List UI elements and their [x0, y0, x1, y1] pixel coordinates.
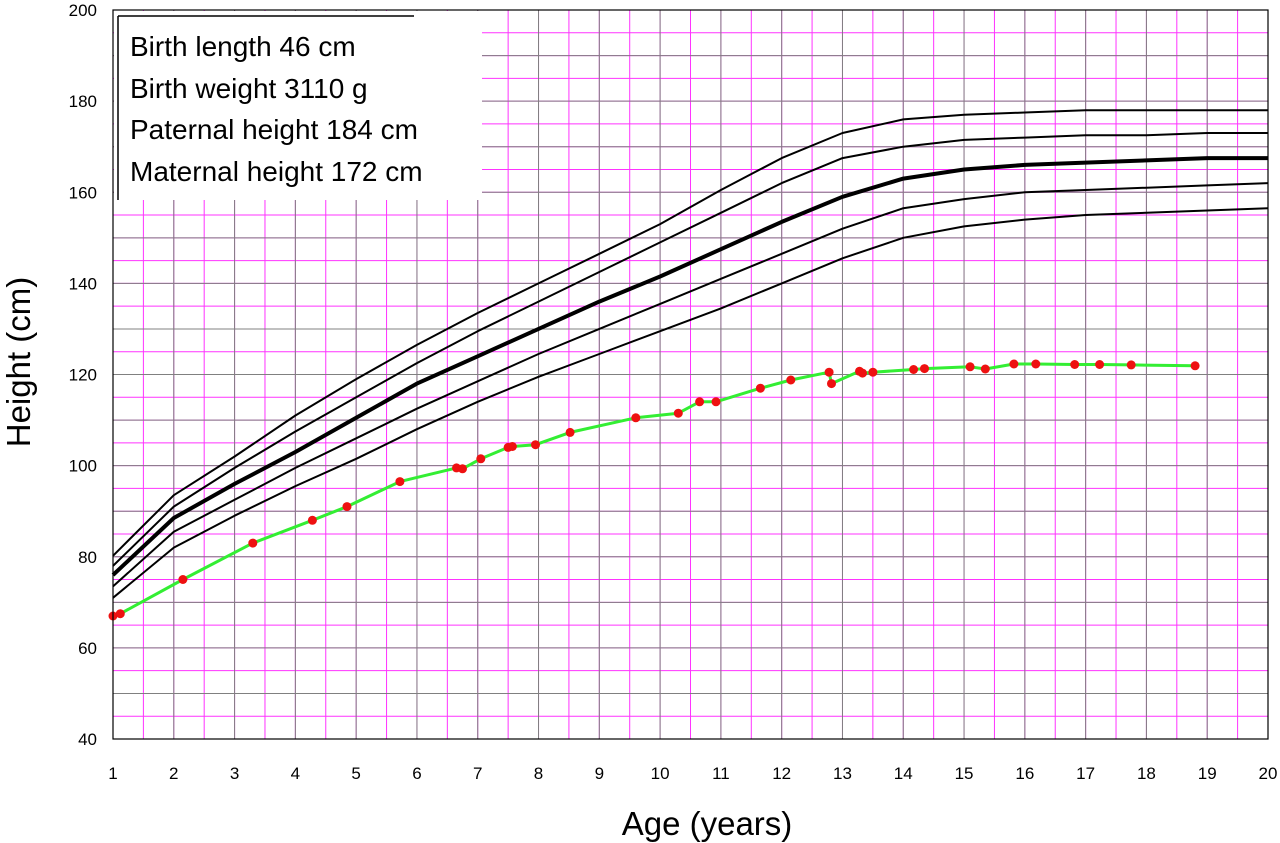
patient-height-point	[342, 502, 352, 512]
y-tick-label: 80	[78, 548, 97, 567]
x-tick-label: 15	[955, 764, 974, 783]
y-tick-label: 200	[69, 1, 97, 20]
x-tick-label: 6	[412, 764, 421, 783]
x-axis-ticks: 1 2 3 4 5 6 7 8 9 10 11 12 13 14 15 16 17 18 19 20	[108, 764, 1277, 783]
patient-series	[108, 359, 1200, 621]
reference-curve-5	[112, 207, 1269, 599]
x-tick-label: 14	[894, 764, 913, 783]
patient-height-point	[868, 367, 878, 377]
patient-height-point	[920, 364, 929, 374]
patient-height-point	[531, 440, 540, 450]
patient-height-point	[115, 609, 125, 619]
y-tick-label: 140	[69, 274, 97, 293]
x-tick-label: 3	[230, 764, 239, 783]
x-tick-label: 12	[772, 764, 791, 783]
x-axis-title: Age (years)	[622, 805, 793, 842]
info-line-maternal-height: Maternal height 172 cm	[130, 156, 423, 187]
patient-height-point	[1095, 360, 1105, 369]
patient-height-point	[458, 464, 467, 474]
reference-curve-2	[112, 132, 1268, 567]
x-tick-label: 13	[833, 764, 852, 783]
plot-border	[112, 9, 1269, 740]
y-tick-label: 160	[69, 183, 97, 202]
x-tick-label: 17	[1076, 764, 1095, 783]
patient-height-point	[1031, 359, 1041, 369]
info-line-birth-length: Birth length 46 cm	[130, 31, 356, 62]
y-tick-label: 120	[69, 366, 97, 385]
info-line-paternal-height: Paternal height 184 cm	[130, 114, 418, 145]
x-tick-label: 20	[1259, 764, 1278, 783]
y-tick-label: 180	[69, 92, 97, 111]
x-tick-label: 1	[108, 764, 117, 783]
x-tick-label: 9	[595, 764, 604, 783]
patient-height-point	[565, 427, 575, 437]
y-axis-title: Height (cm)	[0, 277, 37, 448]
patient-height-point	[1126, 360, 1136, 370]
y-tick-label: 100	[69, 457, 97, 476]
patient-height-point	[178, 575, 188, 584]
x-tick-label: 11	[712, 764, 730, 783]
patient-height-point	[755, 383, 765, 393]
patient-height-point	[476, 454, 486, 464]
x-tick-label: 8	[534, 764, 543, 783]
y-tick-label: 60	[78, 639, 97, 658]
x-tick-label: 10	[651, 764, 670, 783]
patient-height-point	[695, 397, 705, 407]
x-tick-label: 18	[1137, 764, 1156, 783]
patient-height-point	[786, 375, 796, 385]
patient-height-point	[980, 364, 990, 374]
patient-height-point	[248, 538, 258, 548]
patient-height-point	[507, 442, 517, 451]
patient-height-point	[858, 368, 867, 378]
x-tick-label: 2	[169, 764, 178, 783]
reference-curve-4	[112, 182, 1269, 588]
reference-curve-3	[111, 156, 1268, 577]
x-tick-label: 7	[473, 764, 482, 783]
patient-height-point	[827, 379, 836, 389]
patient-height-point	[1190, 361, 1200, 371]
x-tick-label: 5	[351, 764, 360, 783]
y-axis-ticks: 40 60 80 100 120 140 160 180 200	[69, 1, 97, 749]
info-box: Birth length 46 cm Birth weight 3110 g P…	[114, 11, 482, 200]
reference-curves	[111, 109, 1269, 599]
y-tick-label: 40	[78, 730, 97, 749]
info-box-background	[114, 11, 482, 200]
reference-curve-1	[112, 109, 1268, 557]
x-tick-label: 19	[1198, 764, 1217, 783]
patient-height-point	[631, 413, 641, 423]
x-tick-label: 4	[291, 764, 300, 783]
patient-height-point	[1009, 359, 1019, 369]
patient-height-point	[307, 515, 317, 525]
patient-height-point	[395, 477, 405, 487]
x-tick-label: 16	[1015, 764, 1034, 783]
patient-height-point	[673, 408, 683, 418]
patient-height-point	[711, 397, 721, 407]
patient-height-point	[1070, 360, 1080, 369]
patient-height-point	[965, 362, 975, 372]
info-line-birth-weight: Birth weight 3110 g	[130, 73, 368, 104]
patient-height-point	[824, 367, 834, 377]
patient-height-point	[909, 365, 919, 374]
